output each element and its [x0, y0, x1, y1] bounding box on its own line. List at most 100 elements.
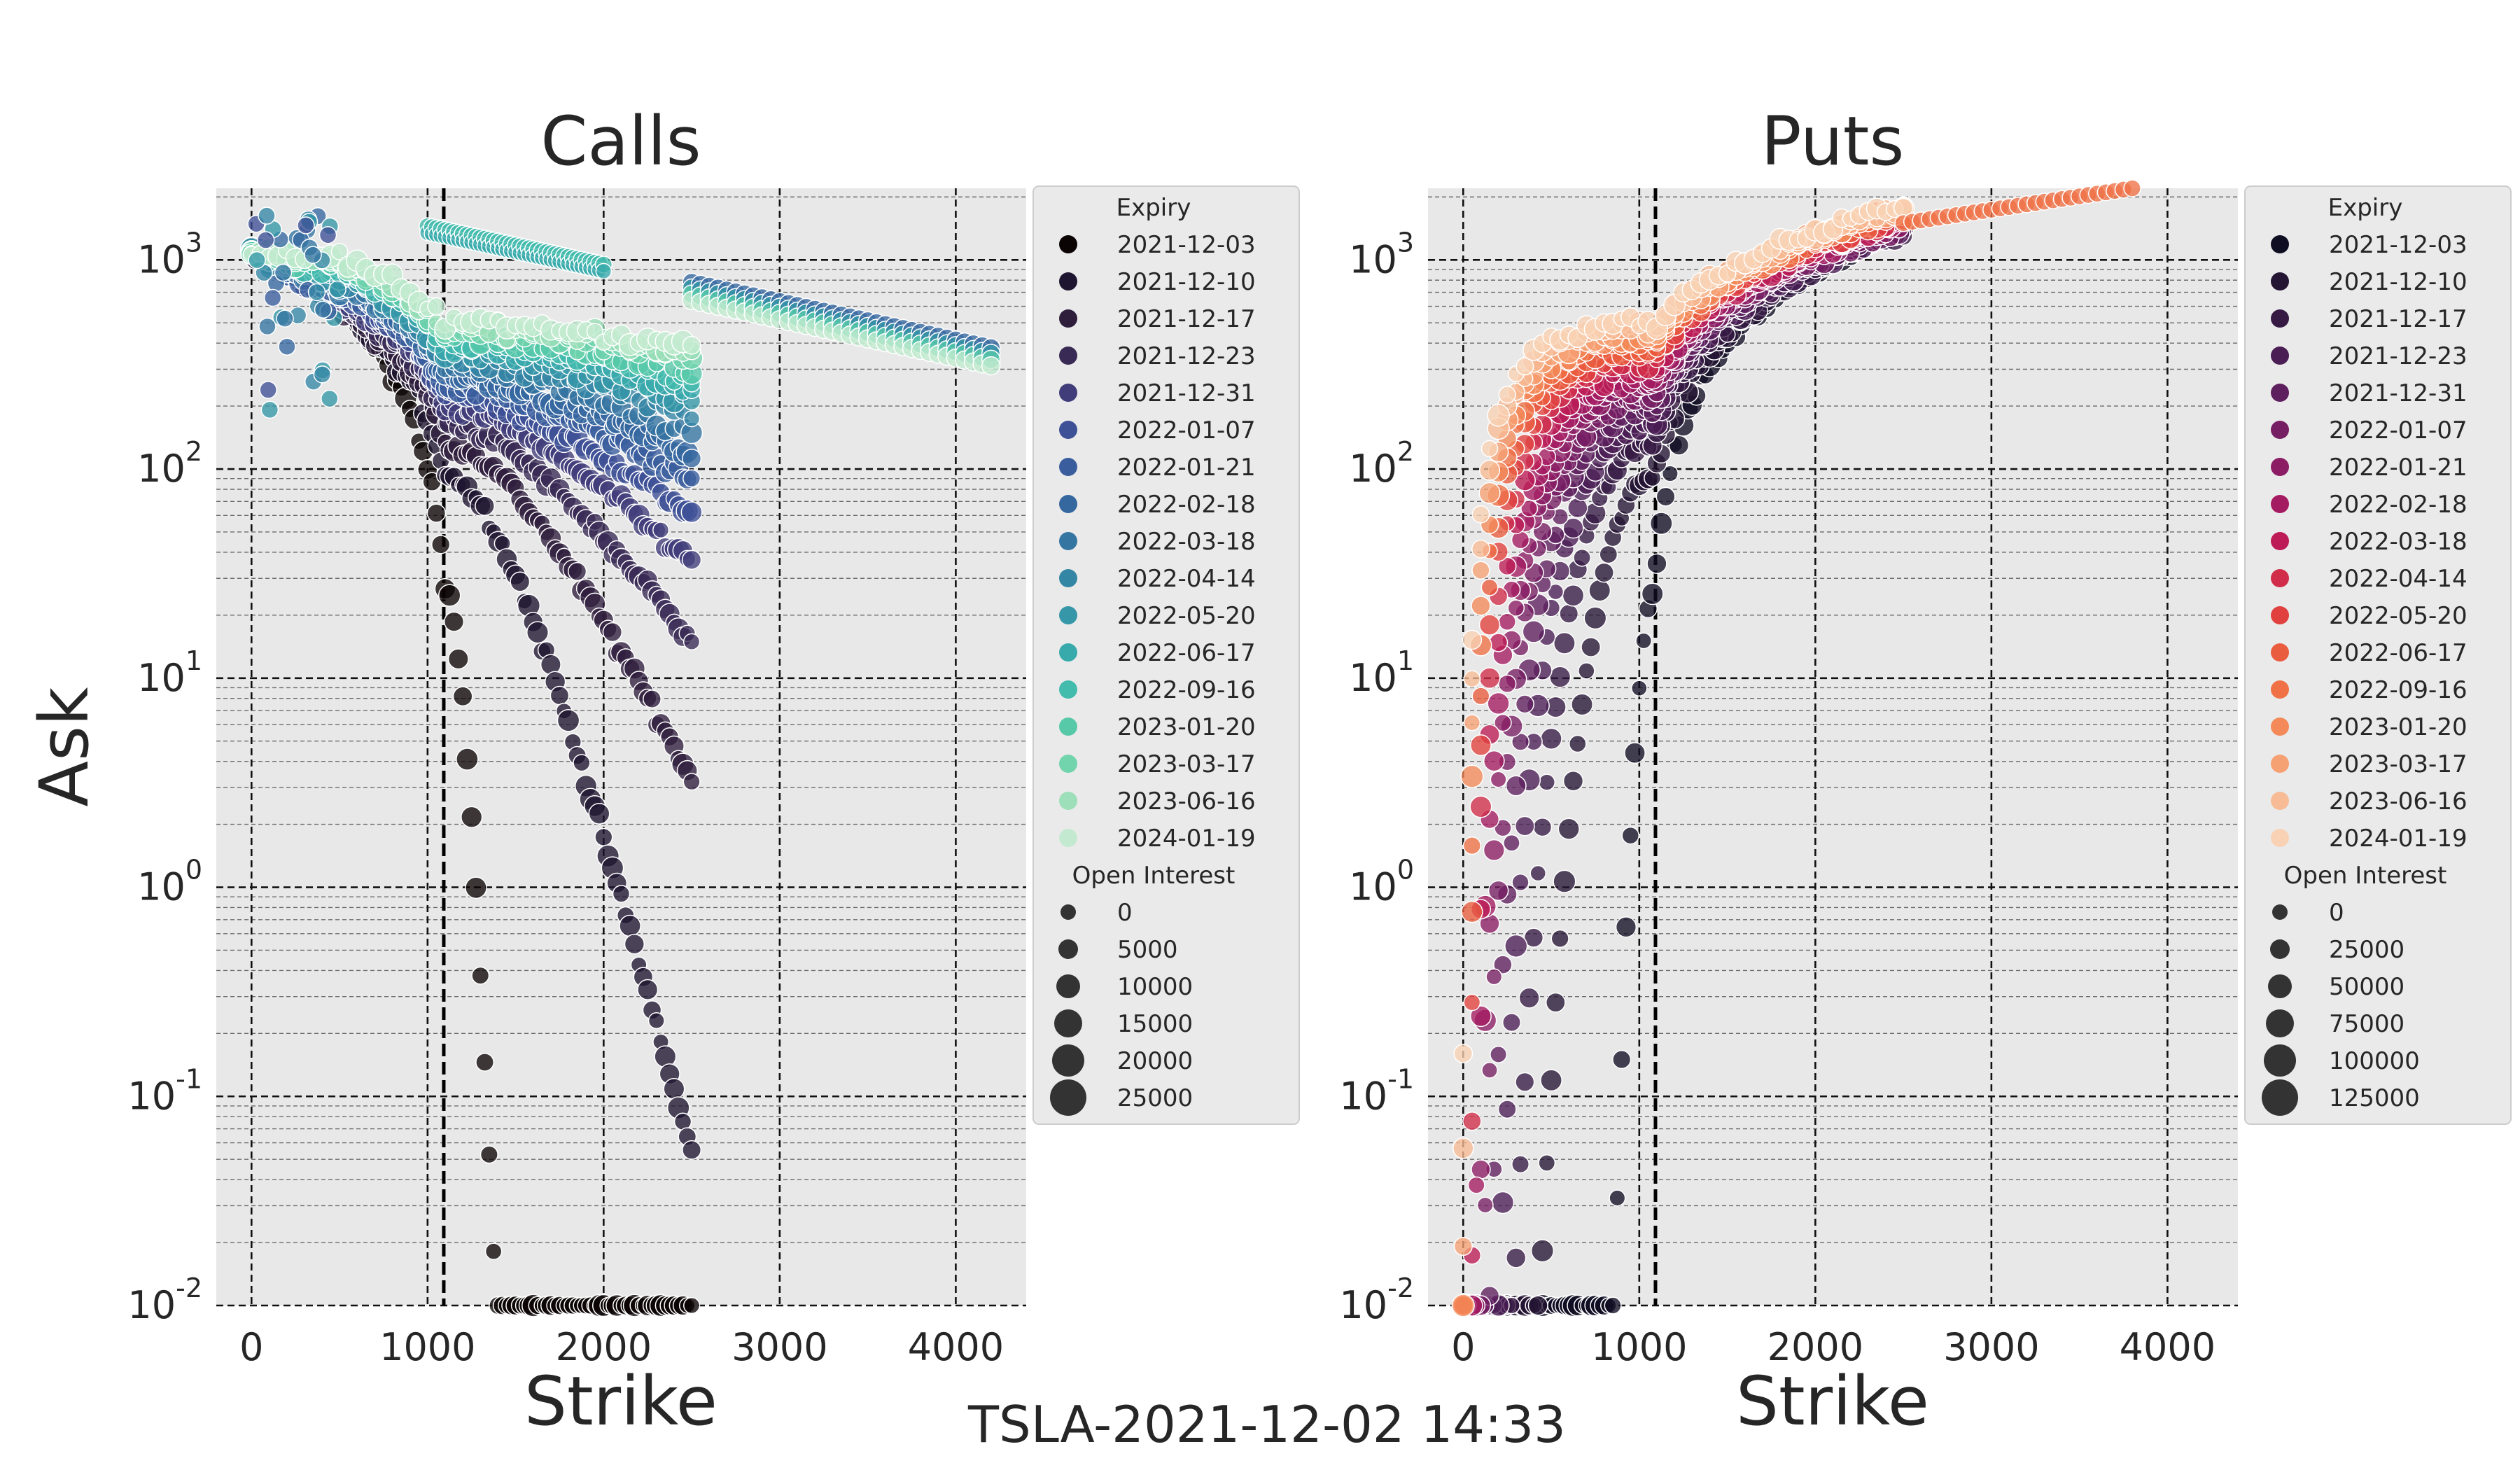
puts-point	[1567, 497, 1588, 519]
puts-legend: Expiry 2021-12-03 2021-12-10 2021-12-17 2021…	[2244, 186, 2512, 1125]
puts-point	[1488, 633, 1508, 652]
calls-point	[328, 280, 346, 299]
legend-expiry-title: Expiry	[1116, 194, 1191, 222]
legend-expiry-label: 2023-06-16	[2329, 788, 2468, 816]
calls-point	[683, 1296, 701, 1315]
legend-expiry-label: 2022-06-17	[1117, 639, 1256, 667]
legend-marker	[1059, 718, 1077, 736]
x-tick-label: 1000	[1591, 1325, 1687, 1369]
puts-point	[1540, 1069, 1562, 1092]
legend-marker	[1059, 235, 1077, 253]
legend-size-marker	[1054, 1009, 1082, 1037]
puts-point	[1571, 693, 1594, 716]
calls-point	[682, 469, 701, 488]
legend-size-label: 25000	[1117, 1084, 1193, 1112]
puts-point	[1483, 839, 1505, 862]
legend-size-label: 0	[2329, 899, 2344, 927]
legend-size-marker	[1060, 904, 1076, 920]
legend-expiry-label: 2022-05-20	[1117, 602, 1256, 630]
calls-point	[263, 288, 282, 307]
puts-point	[1624, 742, 1646, 764]
puts-point	[1491, 1191, 1515, 1214]
legend-marker	[2271, 235, 2289, 253]
calls-point	[682, 448, 702, 469]
legend-expiry-label: 2022-01-21	[2329, 454, 2468, 482]
calls-point	[682, 335, 701, 355]
legend-marker	[2271, 458, 2289, 476]
legend-size-marker	[2272, 904, 2288, 920]
puts-point	[1490, 771, 1507, 788]
puts-point	[1480, 578, 1499, 596]
legend-marker	[1059, 680, 1077, 699]
puts-point	[1553, 869, 1576, 893]
legend-expiry-label: 2021-12-03	[1117, 231, 1256, 259]
legend-expiry-label: 2022-01-21	[1117, 454, 1256, 482]
puts-point	[1505, 775, 1527, 797]
puts-point	[1453, 1236, 1473, 1256]
calls-point	[427, 297, 446, 316]
puts-point	[2123, 179, 2141, 197]
legend-marker	[1059, 346, 1077, 365]
figure-footer: TSLA-2021-12-02 14:33	[967, 1395, 1566, 1454]
legend-expiry-label: 2021-12-03	[2329, 231, 2468, 259]
legend-frame	[2244, 186, 2512, 1125]
x-tick-label: 4000	[2120, 1325, 2216, 1369]
puts-point	[1494, 818, 1512, 837]
calls-point	[475, 1053, 494, 1072]
legend-size-marker	[1058, 939, 1078, 959]
calls-point	[431, 535, 451, 554]
legend-size-marker	[1050, 1079, 1086, 1116]
calls-point	[588, 802, 610, 825]
puts-point	[1498, 612, 1516, 631]
puts-points	[1451, 179, 2141, 1317]
calls-point	[314, 300, 332, 319]
calls-point	[475, 496, 495, 517]
puts-point	[1641, 582, 1664, 606]
calls-point	[484, 1242, 503, 1261]
calls-point	[594, 827, 613, 846]
puts-point	[1463, 670, 1481, 688]
legend-expiry-label: 2021-12-10	[1117, 268, 1256, 296]
puts-point	[1532, 817, 1553, 837]
legend-size-label: 100000	[2329, 1047, 2420, 1075]
puts-point	[1594, 562, 1614, 583]
legend-marker	[1059, 569, 1077, 587]
calls-point	[550, 685, 570, 706]
legend-size-label: 125000	[2329, 1084, 2420, 1112]
legend-size-marker	[2262, 1079, 2298, 1116]
puts-point	[1615, 916, 1637, 938]
puts-point	[1649, 512, 1673, 536]
legend-marker	[1059, 495, 1077, 513]
legend-marker	[2271, 532, 2289, 550]
puts-point	[1463, 714, 1481, 732]
legend-marker	[1059, 829, 1077, 847]
y-tick-label: 101	[1349, 645, 1414, 700]
calls-point	[568, 561, 587, 582]
puts-point	[1487, 403, 1510, 427]
calls-point	[637, 979, 659, 1000]
calls-point	[602, 622, 623, 643]
legend-marker	[1059, 755, 1077, 773]
legend-expiry-label: 2021-12-31	[1117, 379, 1256, 407]
calls-point	[256, 231, 275, 249]
legend-marker	[2271, 755, 2289, 773]
puts-point	[1538, 1154, 1556, 1172]
calls-point	[595, 262, 612, 280]
y-tick-label: 102	[137, 436, 202, 491]
puts-point	[1527, 1295, 1548, 1316]
calls-point	[297, 216, 315, 234]
puts-point	[1545, 992, 1566, 1013]
legend-marker	[2271, 829, 2289, 847]
legend-marker	[2271, 495, 2289, 513]
x-tick-label: 0	[1451, 1325, 1475, 1369]
calls-points	[239, 206, 1001, 1317]
y-tick-label: 103	[1349, 227, 1414, 281]
legend-marker	[2271, 384, 2289, 402]
puts-point	[1490, 1045, 1508, 1063]
puts-point	[1514, 816, 1535, 836]
legend-size-marker	[1052, 1044, 1084, 1077]
calls-point	[260, 400, 279, 419]
legend-marker	[2271, 718, 2289, 736]
puts-point	[1470, 1005, 1492, 1028]
calls-point	[556, 708, 580, 732]
